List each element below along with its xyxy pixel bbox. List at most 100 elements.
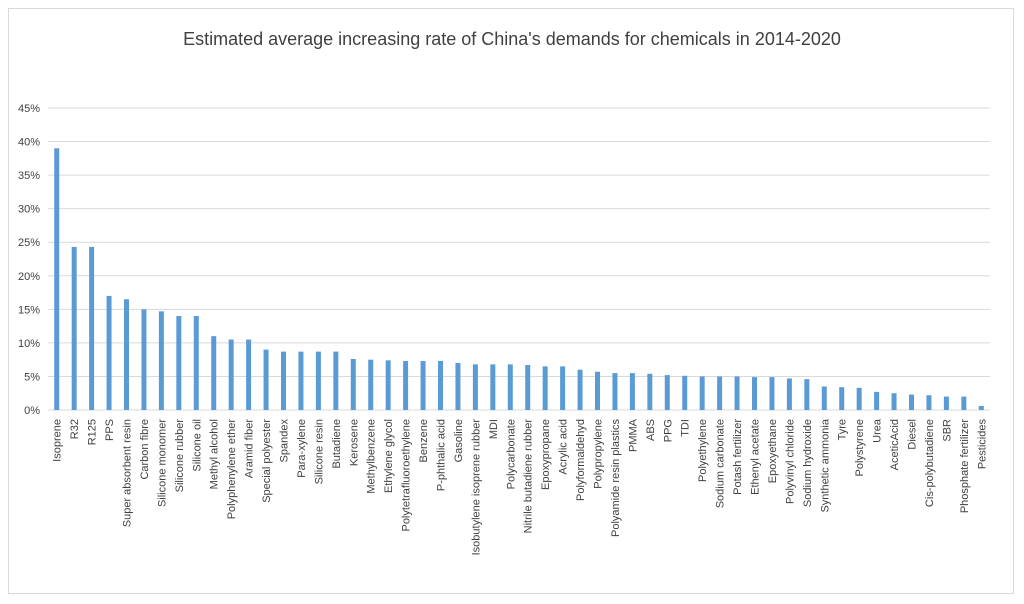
x-category-label: Diesel: [907, 419, 919, 450]
x-category-label: SBR: [941, 419, 953, 442]
chart-title: Estimated average increasing rate of Chi…: [183, 29, 841, 49]
x-category-label: Silicone monomer: [156, 419, 168, 507]
x-category-label: Nitrile butadiene rubber: [523, 419, 535, 534]
bar: [769, 377, 775, 410]
x-category-label: MDI: [488, 419, 500, 439]
x-category-label: Isobutylene isoprene rubber: [470, 419, 482, 556]
x-category-label: Kerosene: [348, 419, 360, 466]
bar: [71, 246, 77, 410]
bar: [560, 366, 566, 410]
bar: [124, 299, 129, 410]
x-category-label: Polyvinyl chloride: [784, 419, 796, 504]
x-category-label: AceticAcid: [889, 419, 901, 470]
bar: [193, 316, 199, 410]
y-tick-label: 40%: [18, 137, 40, 149]
x-category-label: Benzene: [418, 419, 430, 462]
bar: [228, 339, 234, 410]
x-category-label: Spandex: [279, 419, 291, 463]
x-category-label: Polypropylene: [593, 419, 605, 489]
bar: [350, 358, 356, 410]
x-category-label: Synthetic ammonia: [819, 418, 831, 512]
bar: [333, 351, 339, 410]
bar: [158, 311, 164, 410]
bar: [891, 393, 897, 410]
y-tick-label: 5%: [24, 371, 40, 383]
bar: [420, 361, 426, 410]
bar: [699, 376, 705, 410]
bar: [943, 396, 949, 410]
bar: [926, 395, 932, 410]
bar: [315, 351, 321, 410]
bar: [89, 246, 95, 410]
gridlines: [48, 107, 990, 411]
y-tick-label: 45%: [18, 103, 40, 115]
bar: [490, 364, 496, 410]
x-category-label: Butadiene: [331, 419, 343, 469]
x-category-label: Potash fertilizer: [732, 419, 744, 495]
bar: [455, 363, 461, 410]
bar: [664, 375, 670, 410]
bar: [629, 373, 635, 410]
x-category-label: Epoxypropane: [540, 419, 552, 490]
bar: [682, 375, 688, 410]
x-category-label: PPS: [104, 419, 116, 441]
x-category-label: Super absorbent resin: [122, 419, 134, 527]
x-category-label: Carbon fibre: [139, 419, 151, 480]
x-axis-labels: Isoprene R32 R125 PPS Super absorbent resin C…: [52, 418, 989, 555]
bar: [647, 373, 653, 410]
x-category-label: PMMA: [627, 418, 639, 452]
x-category-label: Methylbenzene: [366, 419, 378, 494]
bar: [821, 386, 827, 410]
bar: [595, 371, 600, 410]
bar: [298, 351, 304, 410]
x-category-label: Phosphate fertilizer: [959, 419, 971, 513]
bar: [734, 376, 740, 410]
bars: [54, 148, 984, 410]
bar: [874, 391, 880, 410]
bar: [577, 369, 583, 410]
x-category-label: Polyamide resin plastics: [610, 419, 622, 537]
x-category-label: P-phthalic acid: [436, 419, 448, 491]
bar: [54, 148, 60, 410]
bar: [368, 359, 374, 410]
x-category-label: Cis-polybutadiene: [924, 419, 936, 507]
y-tick-label: 0%: [24, 405, 40, 417]
bar: [246, 339, 252, 410]
bar: [752, 377, 757, 410]
x-category-label: Sodium hydroxide: [802, 419, 814, 507]
y-tick-label: 10%: [18, 338, 40, 350]
x-category-label: ABS: [645, 419, 657, 441]
bar: [211, 336, 217, 410]
bar: [961, 396, 967, 410]
bar: [281, 351, 286, 410]
y-axis-ticks: 0% 5% 10% 15% 20% 25% 30% 35% 40% 45%: [18, 103, 40, 417]
x-category-label: Polystyrene: [854, 419, 866, 476]
x-category-label: Polyphenylene ether: [226, 419, 238, 520]
x-category-label: Silicone oil: [191, 419, 203, 472]
y-tick-label: 15%: [18, 304, 40, 316]
bar: [385, 360, 391, 410]
bar: [909, 394, 914, 410]
x-category-label: Polycarbonate: [505, 419, 517, 489]
bar: [507, 364, 513, 410]
x-category-label: Polytetrafluoroethylene: [401, 419, 413, 532]
x-category-label: Polyethylene: [697, 419, 709, 482]
x-category-label: TDI: [680, 419, 692, 437]
x-category-label: Sodium carbonate: [715, 419, 727, 508]
bar: [839, 387, 845, 410]
bar: [176, 316, 182, 410]
x-category-label: Ethylene glycol: [383, 419, 395, 493]
bar: [542, 366, 548, 410]
bar: [525, 365, 531, 410]
x-category-label: Silicone rubber: [174, 419, 186, 493]
x-category-label: Para-xylene: [296, 419, 308, 478]
x-category-label: Methyl alcohol: [209, 419, 221, 489]
chart-frame: Estimated average increasing rate of Chi…: [8, 8, 1014, 594]
bar: [472, 364, 478, 410]
x-category-label: Polyformaldehyd: [575, 419, 587, 501]
bar: [786, 378, 792, 410]
x-category-label: Special polyester: [261, 419, 273, 503]
x-category-label: Pesticides: [976, 419, 988, 470]
x-category-label: Silicone resin: [313, 419, 325, 484]
bar: [263, 349, 269, 410]
